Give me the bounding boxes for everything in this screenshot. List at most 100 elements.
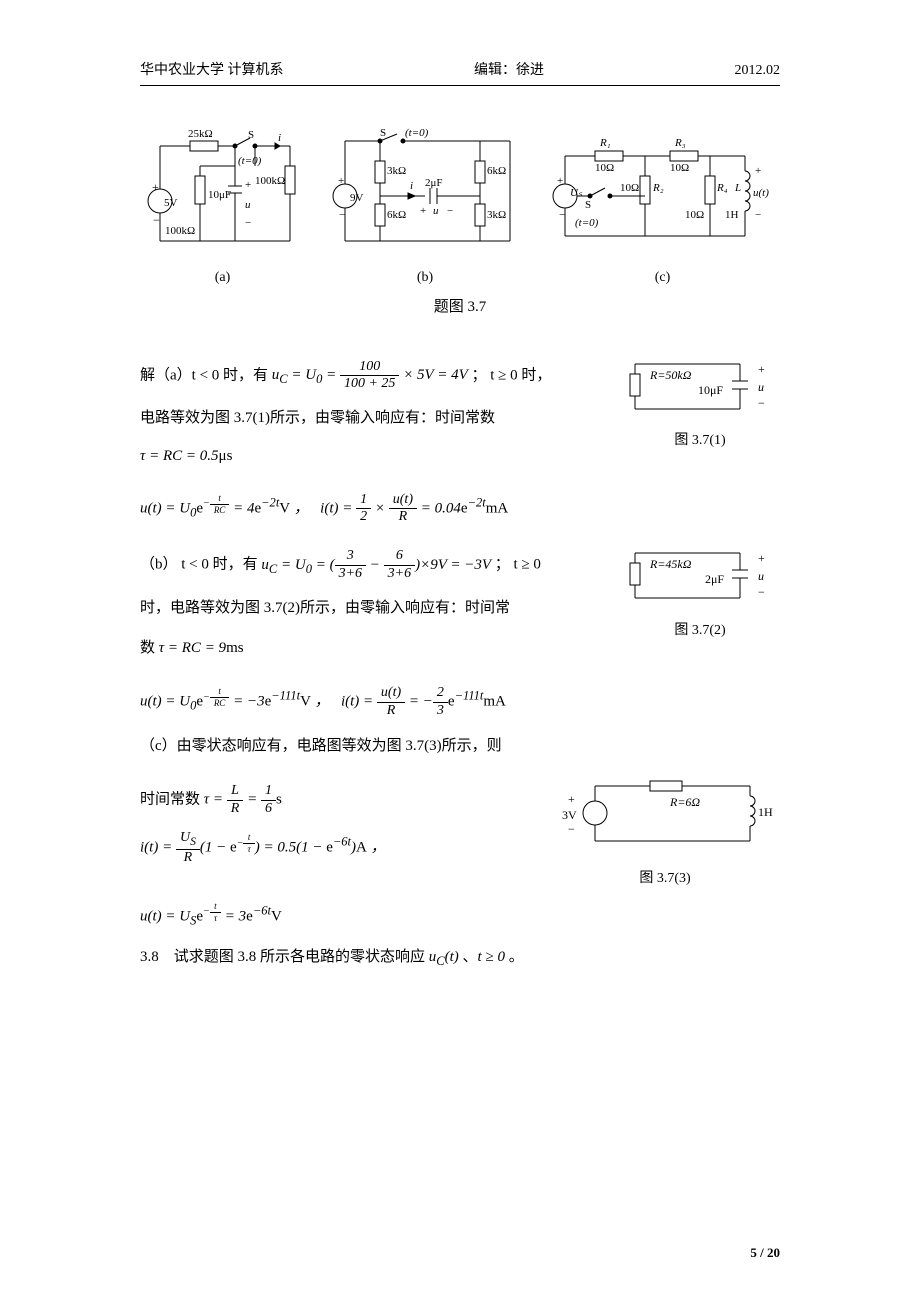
solution-c-eq-i: i(t) = USR(1 − e−tτ) = 0.5(1 − e−6t)A ， — [140, 830, 530, 867]
svg-text:+: + — [557, 175, 563, 187]
circuit-a-i: i — [278, 132, 281, 144]
circuit-c-svg: R₁ 10Ω R₃ 10Ω 10Ω R₂ R₄ 10Ω + Uₛ − S (t=… — [545, 126, 780, 256]
circuit-c-r1: R₁ — [599, 137, 611, 149]
svg-text:+: + — [420, 205, 426, 217]
mini-circuit-1: R=50kΩ 10μF + u − 图 3.7(1) — [620, 349, 780, 452]
svg-text:−: − — [758, 585, 765, 599]
mini2-R: R=45kΩ — [649, 557, 692, 571]
svg-text:−: − — [568, 822, 575, 836]
mini-circuit-2-svg: R=45kΩ 2μF + u − — [620, 538, 780, 608]
circuit-a-t0: (t=0) — [238, 155, 262, 167]
circuit-a-r-top: 25kΩ — [188, 128, 213, 140]
sol-a-math1: uC = U0 = 100100 + 25 × 5V = 4V — [272, 367, 468, 383]
circuit-c-r3: R₃ — [674, 137, 686, 149]
circuit-b-u: u — [433, 205, 439, 217]
solution-a-eq: u(t) = U0e−tRC = 4e−2tV ， i(t) = 12 × u(… — [140, 492, 780, 527]
mini2-caption: 图 3.7(2) — [620, 620, 780, 641]
solution-b-line2: 时，电路等效为图 3.7(2)所示，由零输入响应有：时间常 — [140, 593, 600, 623]
circuit-b-vsrc: 9V — [350, 192, 364, 204]
solution-a-line1: 解（a）t < 0 时，有 uC = U0 = 100100 + 25 × 5V… — [140, 359, 600, 394]
mini3-L: 1H — [758, 805, 773, 819]
circuit-c-r3-val: 10Ω — [670, 162, 689, 174]
solution-a-tau: τ = RC = 0.5μs — [140, 445, 600, 468]
circuit-b-svg: S (t=0) 3kΩ i 2μF 6kΩ + 9V − + u − 6kΩ 3… — [325, 126, 525, 256]
sol-a-pre: 解（a）t < 0 时，有 — [140, 367, 272, 383]
svg-text:−: − — [758, 396, 765, 410]
mini-circuit-1-svg: R=50kΩ 10μF + u − — [620, 349, 780, 419]
mini3-caption: 图 3.7(3) — [550, 868, 780, 889]
svg-text:+: + — [152, 180, 159, 194]
solution-b-block: （b） t < 0 时，有 uC = U0 = (33+6 − 63+6)×9V… — [140, 538, 780, 673]
mini2-C: 2μF — [705, 572, 724, 586]
circuit-b-t0: (t=0) — [405, 127, 429, 139]
header-right: 2012.02 — [735, 60, 781, 81]
circuit-a-switch: S — [248, 129, 254, 141]
svg-text:−: − — [559, 209, 565, 221]
svg-text:−: − — [245, 217, 251, 229]
main-figure-caption: 题图 3.7 — [140, 296, 780, 319]
circuit-c-r4-val: 10Ω — [685, 209, 704, 221]
circuit-b-c: 2μF — [425, 177, 443, 189]
circuit-a-vsrc: 5V — [164, 197, 178, 209]
circuit-c-r2-val: 10Ω — [620, 182, 639, 194]
svg-text:+: + — [245, 179, 251, 191]
circuit-a-svg: 25kΩ (t=0) S i + 5V − 100kΩ 10μF + u − 1… — [140, 126, 305, 256]
sol-b-pre: （b） t < 0 时，有 — [140, 557, 261, 573]
svg-text:+: + — [338, 175, 344, 187]
page-header: 华中农业大学 计算机系 编辑：徐进 2012.02 — [140, 60, 780, 86]
mini3-R: R=6Ω — [669, 795, 700, 809]
svg-text:−: − — [153, 213, 160, 227]
circuit-a-u: u — [245, 199, 251, 211]
mini1-u: u — [758, 380, 764, 394]
mini-circuit-3: + 3V − R=6Ω 1H 图 3.7(3) — [550, 771, 780, 889]
sol-a-post: ； t ≥ 0 时， — [472, 367, 552, 383]
header-left: 华中农业大学 计算机系 — [140, 60, 284, 81]
solution-c-block: 时间常数 τ = LR = 16s i(t) = USR(1 − e−tτ) =… — [140, 771, 780, 889]
sol-b-post: ； t ≥ 0 — [495, 557, 541, 573]
circuit-c-L: L — [734, 182, 741, 194]
circuit-diagrams-row: 25kΩ (t=0) S i + 5V − 100kΩ 10μF + u − 1… — [140, 126, 780, 288]
circuit-c-switch: S — [585, 199, 591, 211]
solution-c-eq-u: u(t) = USe−tτ = 3e−6tV — [140, 901, 780, 930]
svg-text:−: − — [447, 205, 453, 217]
circuit-b-r-br: 3kΩ — [487, 209, 506, 221]
circuit-a-r-right: 100kΩ — [255, 175, 285, 187]
problem-3-8: 3.8 试求题图 3.8 所示各电路的零状态响应 uC(t) 、t ≥ 0 。 — [140, 942, 780, 974]
circuit-b-r-bl: 6kΩ — [387, 209, 406, 221]
circuit-c-r2: R₂ — [652, 182, 664, 194]
circuit-c-r4: R₄ — [716, 182, 728, 194]
circuit-b: S (t=0) 3kΩ i 2μF 6kΩ + 9V − + u − 6kΩ 3… — [325, 126, 525, 288]
svg-text:+: + — [755, 165, 761, 177]
circuit-c-label: (c) — [545, 267, 780, 288]
circuit-a: 25kΩ (t=0) S i + 5V − 100kΩ 10μF + u − 1… — [140, 126, 305, 288]
solution-c-line1: （c）由零状态响应有，电路图等效为图 3.7(3)所示，则 — [140, 731, 780, 761]
svg-text:−: − — [339, 209, 345, 221]
mini1-C: 10μF — [698, 383, 723, 397]
svg-text:−: − — [755, 209, 761, 221]
solution-a-line2: 电路等效为图 3.7(1)所示，由零输入响应有：时间常数 — [140, 403, 600, 433]
svg-text:+: + — [568, 792, 575, 806]
circuit-b-r-tr: 6kΩ — [487, 165, 506, 177]
circuit-a-r-bottom: 100kΩ — [165, 225, 195, 237]
solution-c-tau: 时间常数 τ = LR = 16s — [140, 783, 530, 818]
circuit-b-r-tl: 3kΩ — [387, 165, 406, 177]
mini-circuit-3-svg: + 3V − R=6Ω 1H — [550, 771, 780, 856]
solution-b-eq: u(t) = U0e−tRC = −3e−111tV ， i(t) = u(t)… — [140, 685, 780, 720]
solution-a-block: 解（a）t < 0 时，有 uC = U0 = 100100 + 25 × 5V… — [140, 349, 780, 480]
circuit-b-label: (b) — [325, 267, 525, 288]
circuit-a-label: (a) — [140, 267, 305, 288]
circuit-c-t0: (t=0) — [575, 217, 599, 229]
svg-text:+: + — [758, 362, 765, 376]
solution-b-line1: （b） t < 0 时，有 uC = U0 = (33+6 − 63+6)×9V… — [140, 548, 600, 583]
circuit-c-r1-val: 10Ω — [595, 162, 614, 174]
circuit-a-c: 10μF — [208, 189, 231, 201]
circuit-c-us: Uₛ — [570, 187, 583, 199]
mini-circuit-2: R=45kΩ 2μF + u − 图 3.7(2) — [620, 538, 780, 641]
mini2-u: u — [758, 569, 764, 583]
header-center: 编辑：徐进 — [474, 60, 544, 81]
circuit-c-L-val: 1H — [725, 209, 739, 221]
circuit-c: R₁ 10Ω R₃ 10Ω 10Ω R₂ R₄ 10Ω + Uₛ − S (t=… — [545, 126, 780, 288]
circuit-b-switch: S — [380, 127, 386, 139]
circuit-c-ut: u(t) — [753, 187, 769, 199]
svg-text:+: + — [758, 551, 765, 565]
